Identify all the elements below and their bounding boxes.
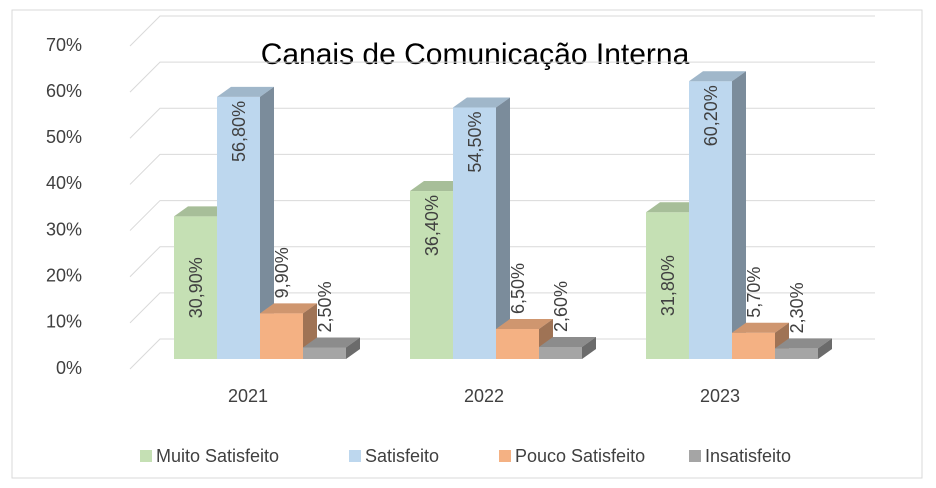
bar-top-shade (174, 206, 231, 217)
legend-label: Muito Satisfeito (156, 446, 279, 466)
grid-line (129, 200, 875, 231)
bar-top-shade (496, 319, 553, 330)
legend-label: Pouco Satisfeito (515, 446, 645, 466)
grid-line (129, 107, 875, 139)
bar-side-shade (582, 337, 596, 359)
grid-line (129, 292, 875, 324)
bar-top-shade (260, 303, 317, 314)
bar-top-shade (732, 322, 789, 333)
bar (732, 332, 775, 359)
value-label: 56,80% (229, 101, 249, 162)
bar-top-shade (303, 337, 360, 348)
bar-top-shade (689, 71, 746, 82)
y-tick-label: 0% (56, 358, 82, 378)
legend-label: Insatisfeito (705, 446, 791, 466)
bar (410, 191, 453, 359)
value-label: 2,60% (551, 281, 571, 332)
bar-top (539, 337, 596, 348)
value-label: 6,50% (508, 263, 528, 314)
legend-label: Satisfeito (365, 446, 439, 466)
bar-side (346, 337, 360, 359)
bar-top-shade (217, 86, 274, 97)
bar (303, 347, 346, 359)
chart-title: Canais de Comunicação Interna (261, 38, 690, 71)
value-label: 5,70% (744, 267, 764, 318)
bar-top (732, 322, 789, 333)
bar-side (732, 71, 746, 359)
x-tick-label: 2021 (228, 386, 268, 406)
bar (689, 81, 732, 359)
y-tick-label: 50% (46, 127, 82, 147)
y-tick-label: 10% (46, 312, 82, 332)
grid-line (129, 246, 875, 278)
value-label: 9,90% (272, 247, 292, 298)
bar (174, 216, 217, 359)
value-label: 2,30% (787, 282, 807, 333)
bar-top (775, 338, 832, 349)
bar (496, 329, 539, 359)
bar-top-shade (453, 97, 510, 108)
y-tick-label: 70% (46, 35, 82, 55)
value-label: 54,50% (465, 112, 485, 173)
bar-side-shade (496, 97, 510, 360)
bar-side-shade (732, 71, 746, 359)
bar (260, 313, 303, 359)
bar (217, 96, 260, 359)
y-tick-label: 60% (46, 81, 82, 101)
bar-top-shade (539, 337, 596, 348)
y-tick-label: 40% (46, 173, 82, 193)
bar (775, 348, 818, 359)
bar-top (496, 319, 553, 330)
bar-top-shade (410, 181, 467, 192)
bar-side-shade (818, 338, 832, 359)
bar (539, 347, 582, 359)
bar (646, 212, 689, 359)
grid-line (129, 338, 875, 370)
grid-line (129, 61, 875, 93)
bar (453, 107, 496, 360)
value-label: 36,40% (422, 195, 442, 256)
bar-top (689, 71, 746, 82)
grid-line (129, 15, 875, 47)
legend-swatch (499, 450, 511, 462)
bar-side-shade (260, 86, 274, 359)
legend-swatch (349, 450, 361, 462)
bar-top-shade (775, 338, 832, 349)
legend-swatch (140, 450, 152, 462)
bar-top (260, 303, 317, 314)
y-tick-label: 30% (46, 219, 82, 239)
bar-top (303, 337, 360, 348)
bar-top-shade (646, 202, 703, 213)
legend-swatch (689, 450, 701, 462)
bar-side (496, 97, 510, 360)
y-tick-label: 20% (46, 265, 82, 285)
bar-side (818, 338, 832, 359)
value-label: 30,90% (186, 257, 206, 318)
x-tick-label: 2022 (464, 386, 504, 406)
bar-top (646, 202, 703, 213)
value-label: 31,80% (658, 255, 678, 316)
value-label: 2,50% (315, 281, 335, 332)
value-label: 60,20% (701, 85, 721, 146)
bar-side-shade (346, 337, 360, 359)
bar-side (582, 337, 596, 359)
x-tick-label: 2023 (700, 386, 740, 406)
bar-top (410, 181, 467, 192)
bar-top (217, 86, 274, 97)
bar-side (260, 86, 274, 359)
bar-top (453, 97, 510, 108)
grid-line (129, 153, 875, 185)
bar-top (174, 206, 231, 217)
